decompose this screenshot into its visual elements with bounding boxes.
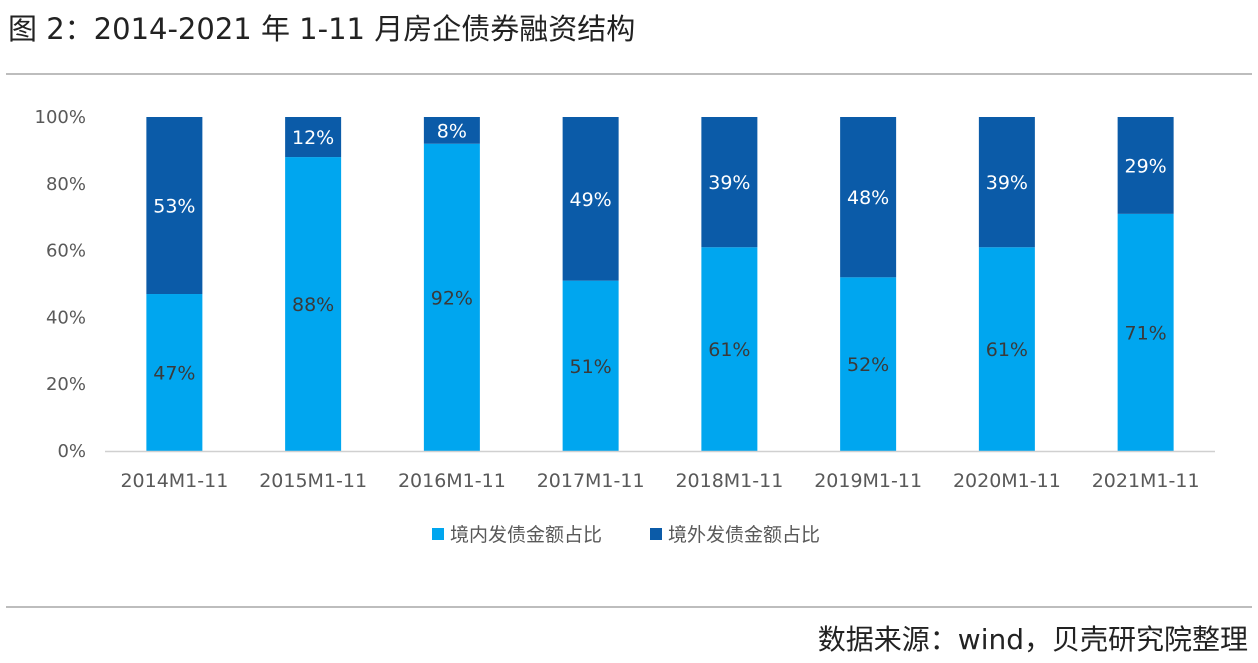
x-tick-label: 2016M1-11	[398, 470, 506, 492]
bar-segment-overseas	[701, 117, 758, 248]
y-tick-label: 20%	[46, 374, 86, 395]
bar-segment-domestic	[978, 247, 1035, 451]
x-tick-label: 2021M1-11	[1092, 470, 1200, 492]
data-label: 61%	[708, 339, 750, 361]
y-tick-label: 0%	[57, 441, 86, 462]
bar-segment-domestic	[423, 143, 480, 451]
data-label: 39%	[986, 172, 1028, 194]
bar-segment-overseas	[146, 117, 203, 295]
bar-segment-overseas	[840, 117, 897, 278]
figure-title: 图 2：2014-2021 年 1-11 月房企债券融资结构	[8, 12, 636, 46]
bottom-divider	[6, 606, 1252, 608]
data-label: 61%	[986, 339, 1028, 361]
y-tick-label: 100%	[35, 107, 86, 128]
data-label: 49%	[570, 189, 612, 211]
legend-label: 境内发债金额占比	[450, 524, 602, 546]
x-tick-label: 2015M1-11	[259, 470, 367, 492]
x-tick-label: 2019M1-11	[814, 470, 922, 492]
data-label: 29%	[1125, 155, 1167, 177]
data-label: 39%	[708, 172, 750, 194]
top-divider	[6, 73, 1252, 75]
legend-label: 境外发债金额占比	[668, 524, 820, 546]
source-note: 数据来源：wind，贝壳研究院整理	[817, 623, 1248, 656]
bar-segment-domestic	[562, 280, 619, 451]
bar-segment-domestic	[146, 294, 203, 451]
bar-segment-overseas	[423, 117, 480, 144]
y-tick-label: 80%	[46, 174, 86, 195]
bar-segment-overseas	[562, 117, 619, 281]
bar-segment-overseas	[1117, 117, 1174, 214]
legend-swatch	[650, 528, 662, 540]
bar-segment-domestic	[1117, 213, 1174, 451]
y-tick-label: 40%	[46, 307, 86, 328]
x-tick-label: 2018M1-11	[675, 470, 783, 492]
legend-swatch	[432, 528, 444, 540]
data-label: 53%	[153, 196, 195, 218]
bar-segment-domestic	[285, 157, 342, 451]
x-tick-label: 2020M1-11	[953, 470, 1061, 492]
bar-segment-domestic	[701, 247, 758, 451]
data-label: 8%	[437, 120, 467, 142]
bar-segment-overseas	[285, 117, 342, 158]
y-tick-label: 60%	[46, 241, 86, 262]
data-label: 47%	[153, 363, 195, 385]
bar-segment-overseas	[978, 117, 1035, 248]
bar-segment-domestic	[840, 277, 897, 451]
data-label: 52%	[847, 354, 889, 376]
x-tick-label: 2017M1-11	[537, 470, 645, 492]
data-label: 71%	[1125, 322, 1167, 344]
data-label: 92%	[431, 287, 473, 309]
data-label: 48%	[847, 187, 889, 209]
stacked-bar-chart: 0% 20% 40% 60% 80% 100% 47% 53% 2014M1-11 88% 12% 2…	[35, 107, 1215, 546]
data-label: 51%	[570, 356, 612, 378]
data-label: 12%	[292, 127, 334, 149]
x-tick-label: 2014M1-11	[120, 470, 228, 492]
data-label: 88%	[292, 294, 334, 316]
